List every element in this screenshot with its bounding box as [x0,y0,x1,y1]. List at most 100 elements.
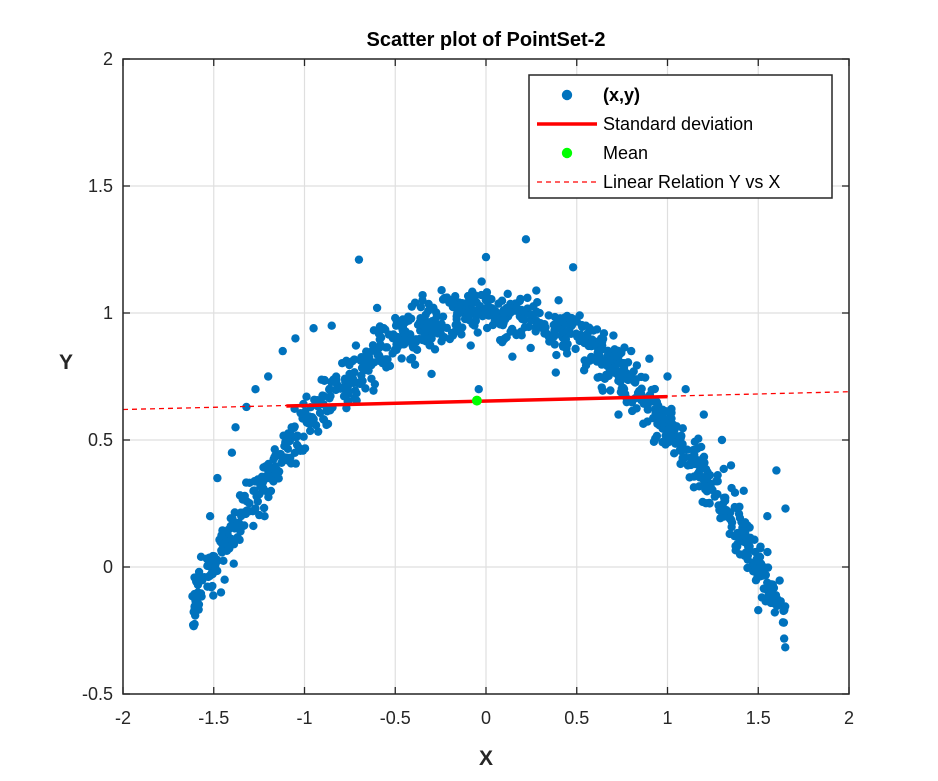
data-point [322,404,331,414]
legend-label: (x,y) [603,85,640,105]
data-point [529,302,538,311]
legend-marker [561,147,573,159]
data-point [218,526,227,535]
data-point [606,386,615,395]
x-tick-label: -2 [115,708,131,728]
legend-label: Linear Relation Y vs X [603,172,780,192]
data-point [775,576,784,585]
data-point [561,334,571,344]
y-tick-label: 0.5 [88,430,113,450]
data-point [345,360,354,370]
data-point [427,369,436,379]
data-point [647,385,656,395]
data-point [315,408,325,418]
data-point [240,491,249,501]
data-point [426,341,435,350]
data-point [282,453,292,462]
data-point [227,448,237,457]
data-point [658,437,667,447]
data-point [207,583,216,592]
data-point [372,303,382,313]
y-tick-label: 0 [103,557,113,577]
data-point [433,329,442,338]
data-point [535,308,544,318]
data-point [350,355,359,364]
data-point [404,312,413,321]
data-point [755,544,765,553]
data-point [219,539,229,548]
data-point [597,337,607,347]
data-point [203,561,212,571]
data-point [589,355,598,364]
data-point [524,322,533,332]
data-point [194,567,204,577]
x-tick-label: 1.5 [746,708,771,728]
data-point [220,575,229,584]
data-point [713,477,722,486]
data-point [327,321,336,330]
data-point [320,376,329,385]
data-point [291,334,300,343]
data-point [230,508,239,517]
data-point [763,563,773,572]
y-tick-label: 1.5 [88,176,113,196]
x-tick-label: -0.5 [380,708,411,728]
data-point [339,392,349,401]
data-point [471,291,480,300]
data-point [452,324,461,333]
data-point [599,329,609,338]
data-point [410,360,420,369]
data-point [763,547,772,557]
data-point [349,378,358,388]
data-point [274,474,283,483]
data-point [463,308,473,318]
data-point [614,352,623,362]
data-point [681,385,690,394]
data-point [331,377,340,386]
data-point [231,423,240,432]
data-point [696,442,706,452]
data-point [597,356,607,365]
data-point [230,524,239,533]
data-point [652,431,662,441]
data-point [418,335,427,345]
data-point [319,414,328,424]
data-point [508,352,517,361]
data-point [627,346,636,356]
data-point [207,569,216,579]
data-point [464,315,474,325]
data-point [438,312,448,321]
data-point [331,385,341,395]
data-point [754,605,763,615]
data-point [639,419,648,428]
data-point [562,349,572,358]
x-tick-label: 1 [662,708,672,728]
data-point [726,461,736,470]
data-point [213,473,222,483]
data-point [719,464,728,474]
data-point [304,412,313,422]
data-point [274,467,284,476]
data-point [249,521,258,531]
data-point [725,514,734,523]
data-point [424,306,433,316]
x-tick-label: 0 [481,708,491,728]
data-point [211,561,220,570]
data-point [238,521,248,531]
data-point [772,601,782,611]
data-point [242,478,251,487]
data-point [521,235,531,244]
data-point [190,604,199,613]
data-point [370,379,380,389]
data-point [193,588,203,597]
data-point [701,485,710,494]
tick-labels: -2 -1.5 -1 -0.5 0 0.5 1 1.5 2 -0.5 0 0.5 1 1.5 2 [82,49,854,728]
data-point [677,431,686,441]
data-point [494,299,503,308]
data-point [755,570,764,580]
data-point [381,355,391,364]
data-point [290,448,300,457]
legend: (x,y) Standard deviation Mean Linear Relati… [528,74,833,199]
data-point [763,512,772,521]
